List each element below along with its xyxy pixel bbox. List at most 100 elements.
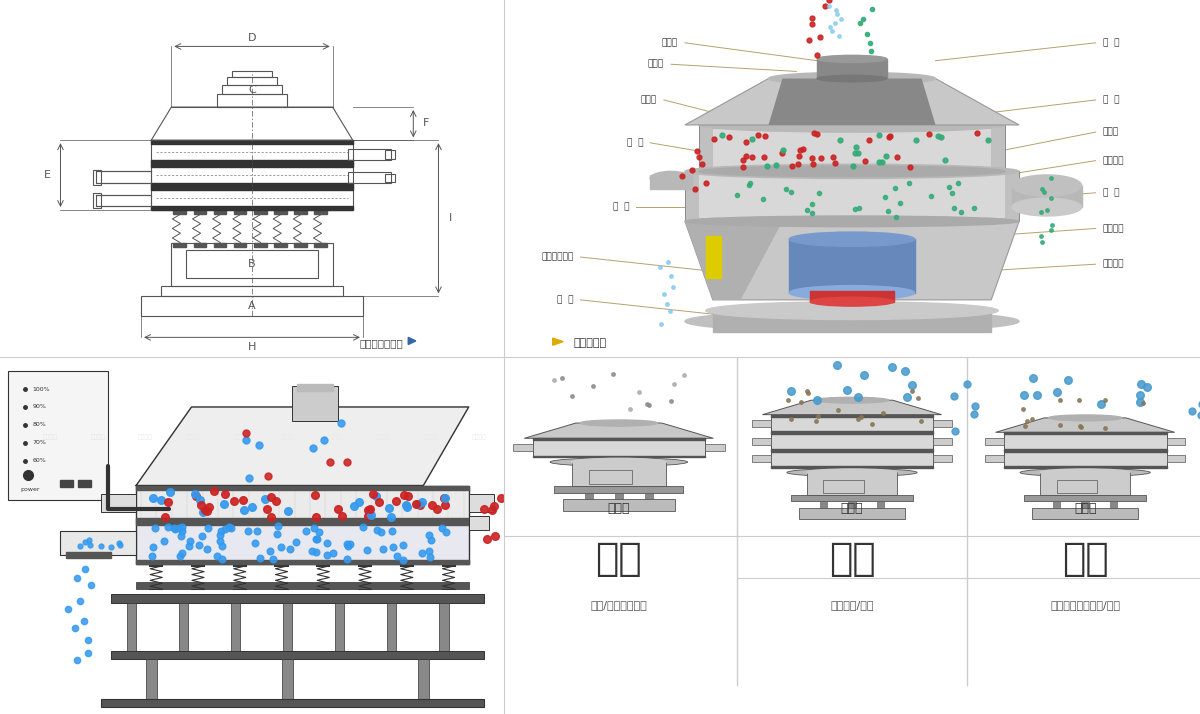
Bar bbox=[94, 170, 101, 185]
Ellipse shape bbox=[698, 118, 1006, 132]
Ellipse shape bbox=[1020, 468, 1151, 476]
Bar bbox=[151, 164, 353, 167]
Text: 振动筛选: 振动筛选 bbox=[472, 435, 486, 440]
Ellipse shape bbox=[1049, 415, 1122, 421]
Bar bbox=[136, 486, 469, 490]
Bar bbox=[1057, 480, 1097, 493]
Bar bbox=[294, 210, 307, 214]
Text: 过滤: 过滤 bbox=[829, 540, 875, 578]
Bar bbox=[298, 384, 332, 391]
Text: 振动筛选: 振动筛选 bbox=[138, 435, 154, 440]
Ellipse shape bbox=[698, 166, 1006, 177]
Bar bbox=[96, 195, 151, 206]
Text: D: D bbox=[247, 33, 257, 43]
Bar bbox=[419, 658, 430, 700]
Bar bbox=[790, 239, 914, 293]
Text: E: E bbox=[43, 170, 50, 180]
Text: 振动筛选: 振动筛选 bbox=[329, 435, 343, 440]
Ellipse shape bbox=[650, 171, 692, 186]
Bar bbox=[934, 420, 953, 427]
Bar bbox=[877, 501, 884, 508]
Bar bbox=[214, 210, 227, 214]
Bar bbox=[770, 415, 934, 416]
Bar bbox=[151, 186, 353, 190]
Bar bbox=[314, 210, 328, 214]
Bar bbox=[274, 243, 287, 247]
Bar bbox=[151, 187, 353, 210]
Text: 振动筛选: 振动筛选 bbox=[43, 435, 58, 440]
Bar bbox=[60, 480, 73, 487]
Bar bbox=[469, 516, 488, 530]
Bar bbox=[274, 210, 287, 214]
Ellipse shape bbox=[1040, 469, 1130, 476]
Text: 筛  网: 筛 网 bbox=[1103, 39, 1120, 47]
Bar bbox=[706, 236, 721, 278]
Bar bbox=[1003, 450, 1166, 452]
Polygon shape bbox=[685, 171, 1019, 221]
Bar bbox=[283, 603, 293, 651]
Bar bbox=[934, 456, 953, 463]
Polygon shape bbox=[698, 125, 1006, 171]
Bar bbox=[810, 291, 894, 301]
Bar bbox=[751, 420, 770, 427]
Bar bbox=[384, 174, 395, 182]
Bar bbox=[770, 450, 934, 468]
Bar bbox=[151, 140, 353, 144]
Text: 单层式: 单层式 bbox=[607, 502, 630, 516]
Polygon shape bbox=[408, 338, 415, 345]
Bar bbox=[1032, 508, 1138, 519]
Ellipse shape bbox=[768, 72, 936, 85]
Text: 进料口: 进料口 bbox=[662, 39, 678, 47]
Ellipse shape bbox=[810, 297, 894, 306]
Text: 振动筛选: 振动筛选 bbox=[424, 435, 439, 440]
Bar bbox=[151, 140, 353, 164]
Text: 束  环: 束 环 bbox=[626, 139, 643, 147]
Bar bbox=[823, 480, 864, 493]
Bar bbox=[388, 603, 396, 651]
Bar bbox=[173, 210, 186, 214]
Bar bbox=[1052, 501, 1061, 508]
Bar bbox=[533, 438, 704, 457]
Bar bbox=[985, 456, 1003, 463]
Bar bbox=[179, 603, 188, 651]
Bar bbox=[1003, 450, 1166, 468]
Bar bbox=[384, 151, 395, 159]
Bar bbox=[151, 160, 353, 164]
Bar bbox=[571, 462, 666, 486]
Bar bbox=[799, 508, 905, 519]
Ellipse shape bbox=[706, 301, 998, 320]
Bar bbox=[770, 433, 934, 450]
Bar bbox=[348, 149, 391, 160]
Ellipse shape bbox=[817, 55, 887, 63]
Bar bbox=[770, 415, 934, 433]
Bar bbox=[751, 438, 770, 445]
Text: 60%: 60% bbox=[32, 458, 47, 463]
Polygon shape bbox=[768, 79, 936, 125]
Bar bbox=[439, 603, 449, 651]
Bar bbox=[78, 480, 91, 487]
Bar bbox=[227, 77, 277, 84]
Bar bbox=[791, 495, 913, 501]
Bar bbox=[186, 250, 318, 278]
Polygon shape bbox=[136, 407, 469, 486]
Ellipse shape bbox=[685, 311, 1019, 332]
Ellipse shape bbox=[808, 469, 896, 476]
Bar bbox=[232, 603, 240, 651]
Bar bbox=[293, 386, 337, 421]
Text: 弹  簧: 弹 簧 bbox=[613, 203, 629, 211]
Text: 网  架: 网 架 bbox=[1103, 96, 1120, 104]
Text: 出料口: 出料口 bbox=[641, 96, 658, 104]
Bar bbox=[234, 243, 246, 247]
Bar bbox=[142, 296, 362, 316]
Bar bbox=[1003, 448, 1166, 450]
Bar bbox=[146, 658, 157, 700]
Bar bbox=[1024, 495, 1146, 501]
Ellipse shape bbox=[1012, 175, 1081, 196]
Bar bbox=[770, 448, 934, 450]
Bar bbox=[96, 171, 151, 183]
Bar bbox=[817, 59, 887, 79]
Text: 上部重锤: 上部重锤 bbox=[1103, 156, 1124, 165]
Bar bbox=[848, 501, 856, 508]
Text: 颗粒/粉末准确分级: 颗粒/粉末准确分级 bbox=[590, 600, 647, 610]
Bar bbox=[533, 456, 704, 457]
